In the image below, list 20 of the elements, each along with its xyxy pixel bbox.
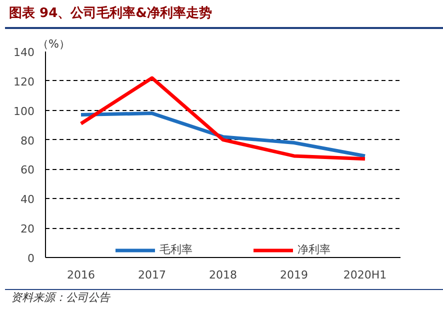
- legend-label: 毛利率: [160, 242, 192, 257]
- x-tick-label: 2018: [209, 268, 238, 282]
- x-tick-label: 2019: [280, 268, 308, 282]
- y-tick-label: 20: [20, 222, 35, 236]
- y-tick-label: 0: [28, 252, 34, 265]
- y-tick-label: 80: [20, 134, 35, 148]
- y-tick-label: 100: [14, 104, 35, 118]
- y-tick-label: 40: [20, 193, 35, 206]
- legend-label: 净利率: [298, 242, 330, 257]
- y-tick-label: 60: [20, 164, 35, 177]
- x-tick-label: 2020H1: [343, 268, 387, 282]
- y-tick-label: 120: [14, 75, 35, 88]
- x-tick-label: 2016: [67, 268, 96, 282]
- line-series: [79, 76, 367, 161]
- x-tick-label: 2017: [138, 268, 166, 282]
- y-axis-title: （%）: [38, 38, 70, 50]
- line-series: [79, 112, 367, 158]
- text: 资料来源：公司公告: [11, 290, 110, 306]
- y-tick-label: 140: [14, 46, 35, 59]
- chart-title: 图表 94、公司毛利率&净利率走势: [9, 5, 212, 23]
